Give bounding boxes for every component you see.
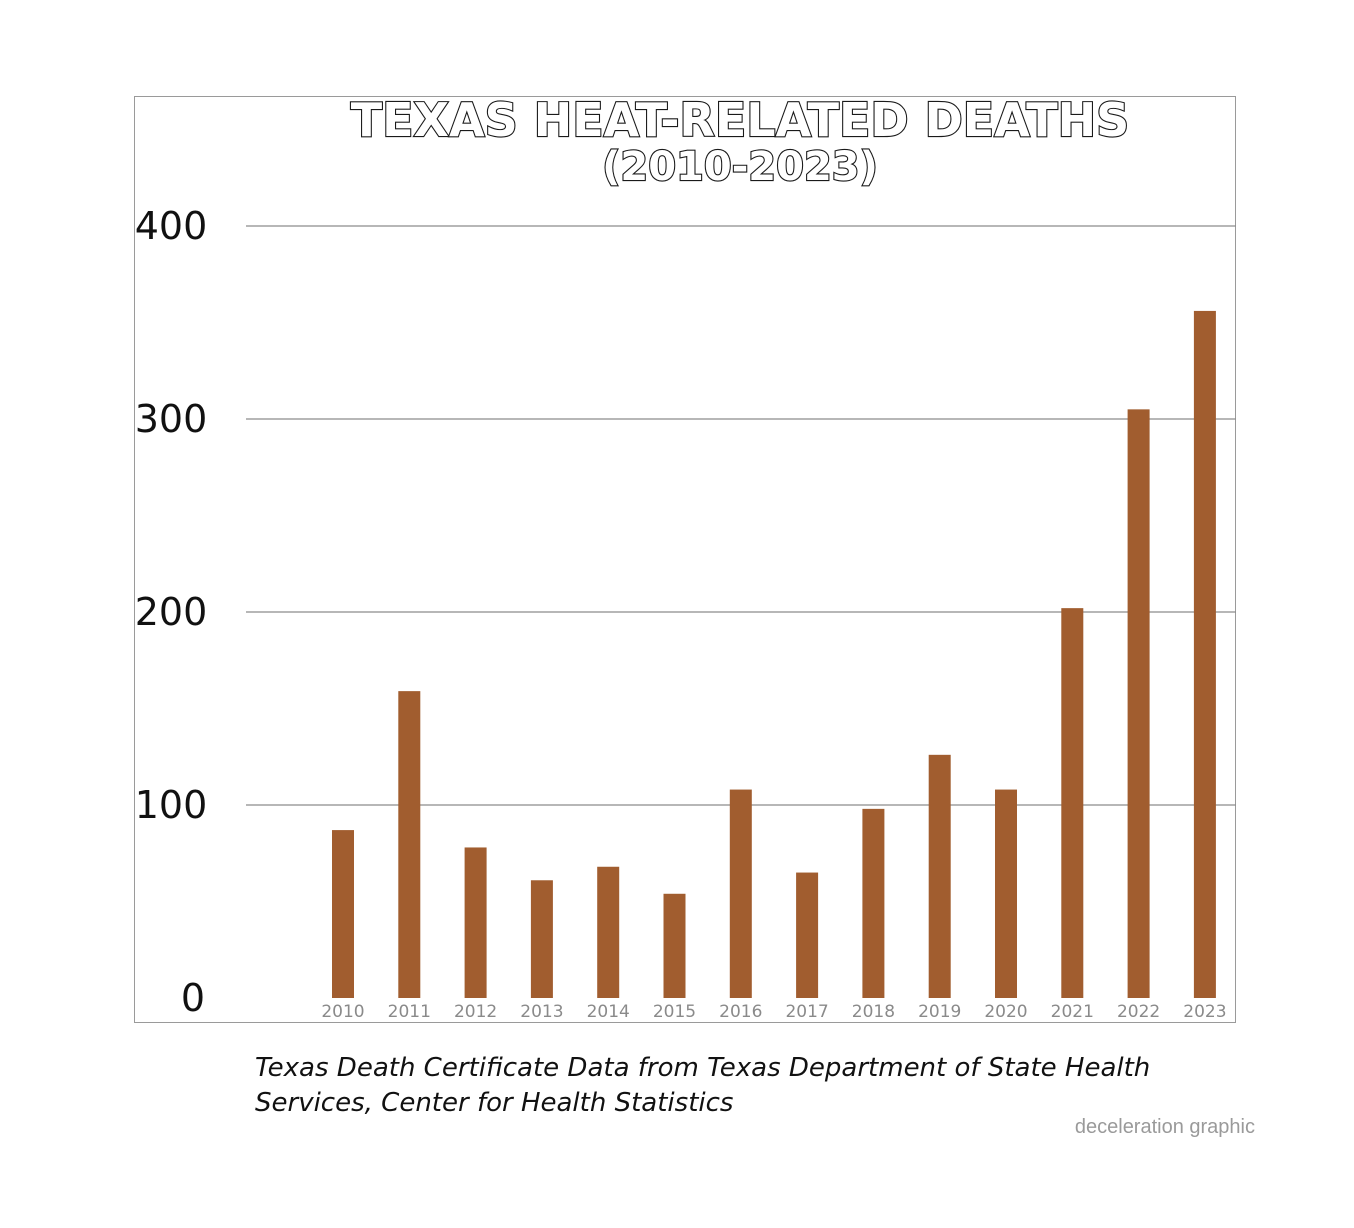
bar-2021 — [1061, 608, 1084, 998]
bars — [332, 310, 1216, 999]
x-tick-label-2021: 2021 — [1051, 1002, 1094, 1022]
x-tick-label-2023: 2023 — [1183, 1002, 1226, 1022]
bar-2019 — [928, 754, 951, 998]
bar-2013 — [530, 880, 553, 998]
x-tick-label-2016: 2016 — [719, 1002, 762, 1022]
bar-2023 — [1193, 310, 1216, 998]
y-axis-ticks: 0 100 200 300 400 — [135, 204, 208, 1020]
credit-label: deceleration graphic — [1074, 1116, 1255, 1138]
y-tick-label: 400 — [135, 204, 208, 248]
bar-2012 — [464, 847, 487, 998]
x-tick-label-2018: 2018 — [852, 1002, 895, 1022]
chart-subtitle: (2010-2023) — [602, 144, 878, 190]
x-tick-label-2022: 2022 — [1117, 1002, 1160, 1022]
x-axis-ticks: 2010 2011 2012 2013 2014 2015 2016 2017 2018 2019… — [321, 1002, 1226, 1022]
bar-2020 — [995, 789, 1017, 998]
source-note: Texas Death Certificate Data from Texas … — [255, 1053, 1151, 1118]
bar-2017 — [796, 872, 819, 998]
chart-frame — [134, 96, 1236, 1023]
bar-2015 — [663, 893, 686, 998]
y-tick-label: 0 — [181, 976, 205, 1020]
bar-2022 — [1127, 409, 1150, 999]
y-tick-label: 100 — [135, 783, 208, 827]
x-tick-label-2012: 2012 — [454, 1002, 497, 1022]
x-tick-label-2019: 2019 — [918, 1002, 961, 1022]
bar-2010 — [332, 830, 354, 998]
x-tick-label-2020: 2020 — [984, 1002, 1027, 1022]
x-tick-label-2017: 2017 — [785, 1002, 828, 1022]
x-tick-label-2013: 2013 — [520, 1002, 563, 1022]
gridlines — [246, 225, 1236, 806]
y-tick-label: 300 — [135, 397, 208, 441]
bar-2014 — [597, 866, 620, 998]
x-tick-label-2010: 2010 — [321, 1002, 364, 1022]
bar-2016 — [729, 789, 752, 998]
x-tick-label-2011: 2011 — [388, 1002, 431, 1022]
y-tick-label: 200 — [135, 590, 208, 634]
x-tick-label-2014: 2014 — [587, 1002, 630, 1022]
bar-2018 — [862, 808, 885, 998]
bar-2011 — [398, 691, 421, 998]
chart-title: TEXAS HEAT-RELATED DEATHS — [351, 93, 1130, 147]
x-tick-label-2015: 2015 — [653, 1002, 696, 1022]
